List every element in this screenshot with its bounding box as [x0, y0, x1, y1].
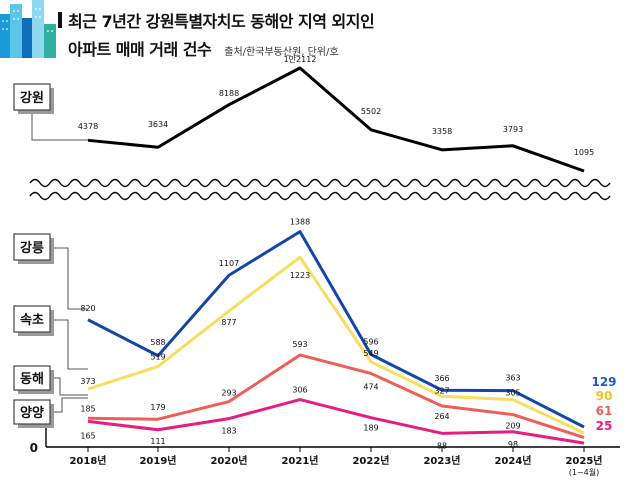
data-label-sokcho: 327 — [434, 386, 449, 395]
data-label-donghae: 209 — [505, 422, 520, 431]
data-label-sokcho: 305 — [505, 389, 520, 398]
x-tick-label: 2018년 — [69, 454, 106, 467]
data-label-gangneung: 1388 — [290, 218, 310, 227]
y-tick-zero: 0 — [30, 441, 38, 455]
series-line-yangyang — [87, 398, 585, 445]
connector-sokcho — [50, 319, 88, 370]
data-label-gangneung: 1107 — [219, 259, 239, 268]
axis-break-wave — [29, 178, 611, 188]
data-label-sokcho: 1223 — [290, 271, 310, 280]
legend-gangneung-label: 강릉 — [20, 240, 44, 256]
data-label-gangwon: 4378 — [78, 122, 98, 131]
end-label-sokcho: 90 — [596, 389, 613, 403]
chart-source: 출처/한국부동산원, 단위/호 — [224, 47, 339, 58]
data-label-yangyang: 165 — [80, 431, 95, 440]
legend-yangyang-label: 양양 — [20, 406, 44, 421]
series-line-gangneung — [87, 230, 585, 429]
chart-title-block: 최근 7년간 강원특별자치도 동해안 지역 외지인 아파트 매매 거래 건수 출… — [58, 8, 375, 60]
series-line-donghae — [87, 353, 585, 439]
x-tick-label: 2021년 — [281, 454, 318, 467]
connector-yangyang — [50, 397, 88, 413]
data-label-yangyang: 111 — [150, 437, 165, 446]
data-label-donghae: 474 — [363, 382, 378, 391]
legend-donghae-box — [13, 365, 51, 391]
chart-title: 최근 7년간 강원특별자치도 동해안 지역 외지인 — [58, 8, 375, 32]
x-tick-label: 2025년 — [565, 454, 602, 467]
data-label-gangwon: 8188 — [219, 89, 239, 98]
data-label-sokcho: 549 — [363, 349, 378, 358]
end-label-gangneung: 129 — [591, 375, 616, 389]
data-label-gangwon: 5502 — [361, 107, 381, 116]
end-label-donghae: 61 — [596, 404, 613, 418]
x-tick-label: 2019년 — [139, 454, 176, 467]
data-label-gangwon: 3793 — [503, 125, 523, 134]
x-tick-label: 2022년 — [352, 454, 389, 467]
legend-sokcho-box — [13, 305, 51, 333]
city-buildings-logo — [0, 0, 56, 58]
data-label-gangneung: 363 — [505, 374, 520, 383]
data-label-gangwon: 3358 — [432, 127, 452, 136]
title-accent-bar — [58, 12, 62, 28]
data-label-gangwon: 1095 — [574, 148, 594, 157]
data-label-gangneung: 366 — [434, 374, 449, 383]
data-label-gangwon: 1만2112 — [284, 55, 317, 64]
data-label-gangwon: 3634 — [148, 120, 168, 129]
data-label-donghae: 293 — [221, 389, 236, 398]
end-label-yangyang: 25 — [596, 419, 613, 433]
chart-subtitle: 아파트 매매 거래 건수 출처/한국부동산원, 단위/호 — [68, 36, 374, 60]
chart-title-line2: 아파트 매매 거래 건수 — [68, 40, 212, 59]
data-label-yangyang: 98 — [508, 440, 518, 449]
data-label-sokcho: 519 — [150, 352, 165, 361]
legend-sokcho-label: 속초 — [20, 313, 44, 328]
data-label-yangyang: 189 — [363, 424, 378, 433]
series-line-gangwon — [87, 66, 585, 173]
x-tick-note: (1~4월) — [569, 467, 600, 477]
legend-gangwon-label: 강원 — [20, 90, 44, 106]
legend-yangyang-box — [13, 399, 51, 425]
data-label-donghae: 185 — [80, 404, 95, 413]
data-label-yangyang: 88 — [437, 441, 447, 450]
data-label-gangneung: 596 — [363, 338, 378, 347]
data-label-gangneung: 588 — [150, 338, 165, 347]
connector-donghae — [50, 377, 88, 396]
series-line-sokcho — [87, 255, 585, 435]
legend-gangwon-box — [13, 83, 51, 111]
connector-gangwon — [31, 110, 88, 141]
legend-donghae-label: 동해 — [20, 371, 44, 387]
data-label-donghae: 264 — [434, 412, 449, 421]
connector-gangneung — [50, 247, 88, 310]
legend-gangneung-box — [13, 233, 51, 261]
axis-break-wave — [29, 191, 611, 201]
data-label-donghae: 593 — [292, 340, 307, 349]
data-label-sokcho: 373 — [80, 377, 95, 386]
x-tick-label: 2024년 — [494, 454, 531, 467]
data-label-sokcho: 877 — [221, 318, 236, 327]
data-label-yangyang: 183 — [221, 427, 236, 436]
data-label-donghae: 179 — [150, 403, 165, 412]
x-tick-label: 2020년 — [210, 454, 247, 467]
data-label-yangyang: 306 — [292, 386, 307, 395]
x-tick-label: 2023년 — [423, 454, 460, 467]
chart-title-line1: 최근 7년간 강원특별자치도 동해안 지역 외지인 — [68, 12, 375, 31]
data-label-gangneung: 820 — [80, 304, 95, 313]
